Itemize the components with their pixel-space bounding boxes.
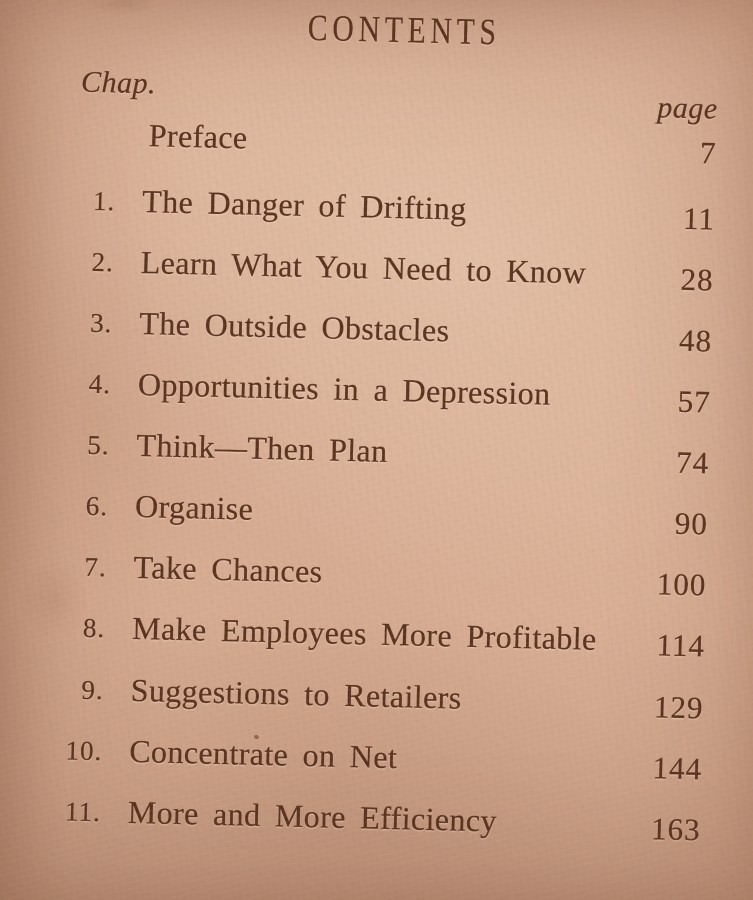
page-number: 57 (677, 383, 712, 420)
page-number: 28 (680, 261, 714, 298)
chapter-title: Organise (134, 487, 254, 527)
chapter-number: 5. (86, 429, 110, 461)
chapter-title: Learn What You Need to Know (140, 243, 587, 291)
page-number: 129 (653, 689, 704, 726)
toc-row: 7. Take Chances 100 (0, 545, 740, 609)
chapter-title: Concentrate on Net (128, 732, 398, 776)
toc-row: 4. Opportunities in a Depression 57 (0, 362, 744, 426)
toc-row: 8. Make Employees More Profitable 114 (0, 606, 738, 670)
page-number: 100 (656, 566, 707, 603)
toc-row: 10. Concentrate on Net 144 (0, 729, 736, 793)
toc-row: 2. Learn What You Need to Know 28 (0, 241, 747, 305)
toc-row: 1. The Danger of Drifting 11 (0, 180, 749, 244)
toc-row: 5. Think—Then Plan 74 (0, 423, 743, 487)
chapter-number: 6. (85, 490, 109, 522)
chapter-title: The Outside Obstacles (138, 304, 450, 349)
page-number: 90 (674, 505, 709, 542)
toc-row: 6. Organise 90 (0, 484, 741, 548)
chapter-number: 9. (81, 674, 105, 706)
page-number: 144 (652, 750, 703, 787)
page-number: 163 (650, 811, 702, 848)
chapter-number: 10. (65, 735, 103, 767)
chapter-number: 3. (89, 307, 113, 339)
toc-row: 3. The Outside Obstacles 48 (0, 302, 746, 366)
page-title: CONTENTS (307, 7, 502, 54)
chapter-number: 8. (82, 612, 106, 644)
page-number: 48 (678, 322, 713, 359)
toc-row: 9. Suggestions to Retailers 129 (0, 668, 737, 732)
chapter-title: Opportunities in a Depression (137, 365, 551, 412)
chapter-title: Suggestions to Retailers (130, 671, 463, 716)
chapter-title: The Danger of Drifting (141, 182, 468, 227)
page-number: 114 (656, 627, 706, 664)
chapter-number: 4. (88, 368, 112, 400)
chapter-title: Take Chances (133, 548, 323, 590)
chapter-column-header: Chap. (80, 65, 157, 101)
chapter-title: Think—Then Plan (136, 426, 388, 469)
toc-row: 11. More and More Efficiency 163 (0, 790, 734, 854)
page-number: 7 (699, 135, 718, 171)
chapter-title: Make Employees More Profitable (131, 609, 598, 657)
chapter-title: Preface (148, 117, 248, 156)
page-column-header: page (656, 91, 719, 126)
toc-row-preface: Preface 7 (0, 114, 750, 178)
chapter-number: 2. (91, 246, 115, 278)
chapter-number: 1. (92, 185, 116, 217)
page-number: 11 (682, 200, 716, 237)
chapter-number: 11. (64, 796, 102, 828)
chapter-title: More and More Efficiency (127, 793, 498, 839)
page-number: 74 (675, 444, 710, 481)
chapter-number: 7. (84, 551, 108, 583)
